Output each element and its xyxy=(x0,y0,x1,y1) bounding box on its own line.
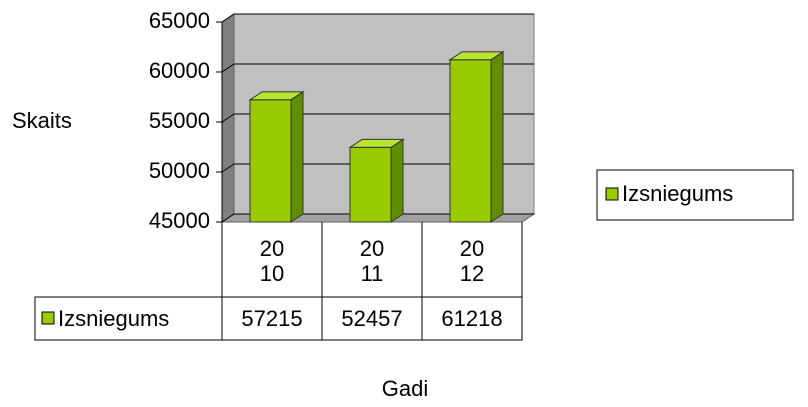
y-tick-label: 45000 xyxy=(149,208,210,233)
bar xyxy=(248,90,305,223)
y-tick-label: 50000 xyxy=(149,158,210,183)
bar-face xyxy=(390,138,404,223)
legend-key xyxy=(605,187,619,201)
y-tick-label: 55000 xyxy=(149,108,210,133)
table-value: 52457 xyxy=(341,306,402,331)
x-tick-label: 2012 xyxy=(459,236,485,286)
grid-line xyxy=(221,113,534,123)
y-tick-label: 60000 xyxy=(149,58,210,83)
table-series-name: Izsniegums xyxy=(58,306,169,331)
bar-face xyxy=(490,50,504,223)
table-legend-key xyxy=(41,311,55,325)
legend-box xyxy=(596,169,794,221)
bar-face xyxy=(290,90,304,223)
bar-face xyxy=(449,59,492,223)
grid-line xyxy=(221,163,534,173)
bar-face xyxy=(349,146,392,223)
y-tick-label: 65000 xyxy=(149,8,210,33)
y-axis-label: Skaits xyxy=(12,108,72,133)
table-value: 61218 xyxy=(441,306,502,331)
grid-line xyxy=(221,13,534,23)
bar-face xyxy=(249,99,292,223)
grid-line xyxy=(221,213,534,223)
bar xyxy=(448,50,505,223)
bar xyxy=(348,138,405,223)
x-tick-label: 2010 xyxy=(259,236,285,286)
legend-label: Izsniegums xyxy=(622,181,733,206)
table-value: 57215 xyxy=(241,306,302,331)
x-tick-label: 2011 xyxy=(359,236,385,286)
x-axis-label: Gadi xyxy=(382,376,428,401)
grid-line xyxy=(221,63,534,73)
